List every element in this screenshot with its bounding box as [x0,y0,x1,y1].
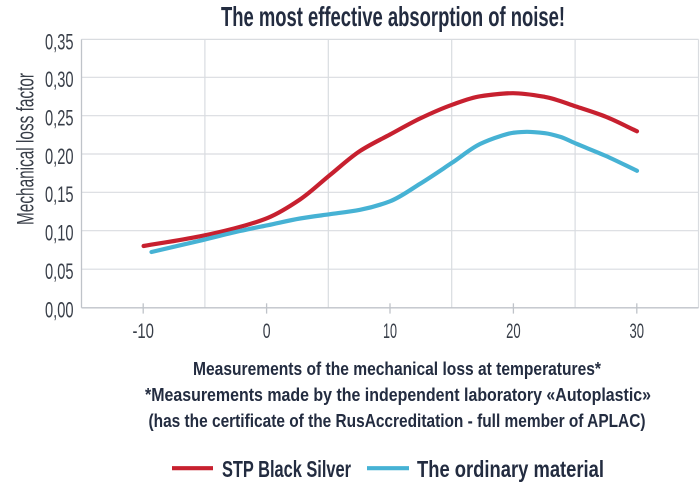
svg-text:Mechanical loss factor: Mechanical loss factor [13,73,40,225]
svg-text:0,30: 0,30 [45,67,74,92]
svg-text:-10: -10 [132,319,154,343]
svg-text:0,10: 0,10 [45,221,74,246]
svg-text:0,15: 0,15 [45,182,74,207]
svg-text:20: 20 [506,319,521,343]
svg-text:(has the certificate of the Ru: (has the certificate of the RusAccredita… [149,411,646,431]
svg-text:STP Black Silver: STP Black Silver [222,456,351,482]
svg-text:The most effective absorption: The most effective absorption of noise! [221,1,565,32]
svg-text:0,20: 0,20 [45,144,74,169]
svg-text:0,05: 0,05 [45,259,74,284]
svg-text:0,35: 0,35 [45,29,74,54]
svg-text:0,25: 0,25 [45,106,74,131]
svg-text:0: 0 [263,319,271,343]
svg-text:*Measurements made by the inde: *Measurements made by the independent la… [145,385,651,405]
svg-text:30: 30 [630,319,645,343]
svg-text:Measurements of the mechanical: Measurements of the mechanical loss at t… [193,359,601,379]
svg-text:0,00: 0,00 [45,298,74,323]
svg-text:The ordinary material: The ordinary material [417,456,604,482]
svg-text:10: 10 [383,319,397,343]
